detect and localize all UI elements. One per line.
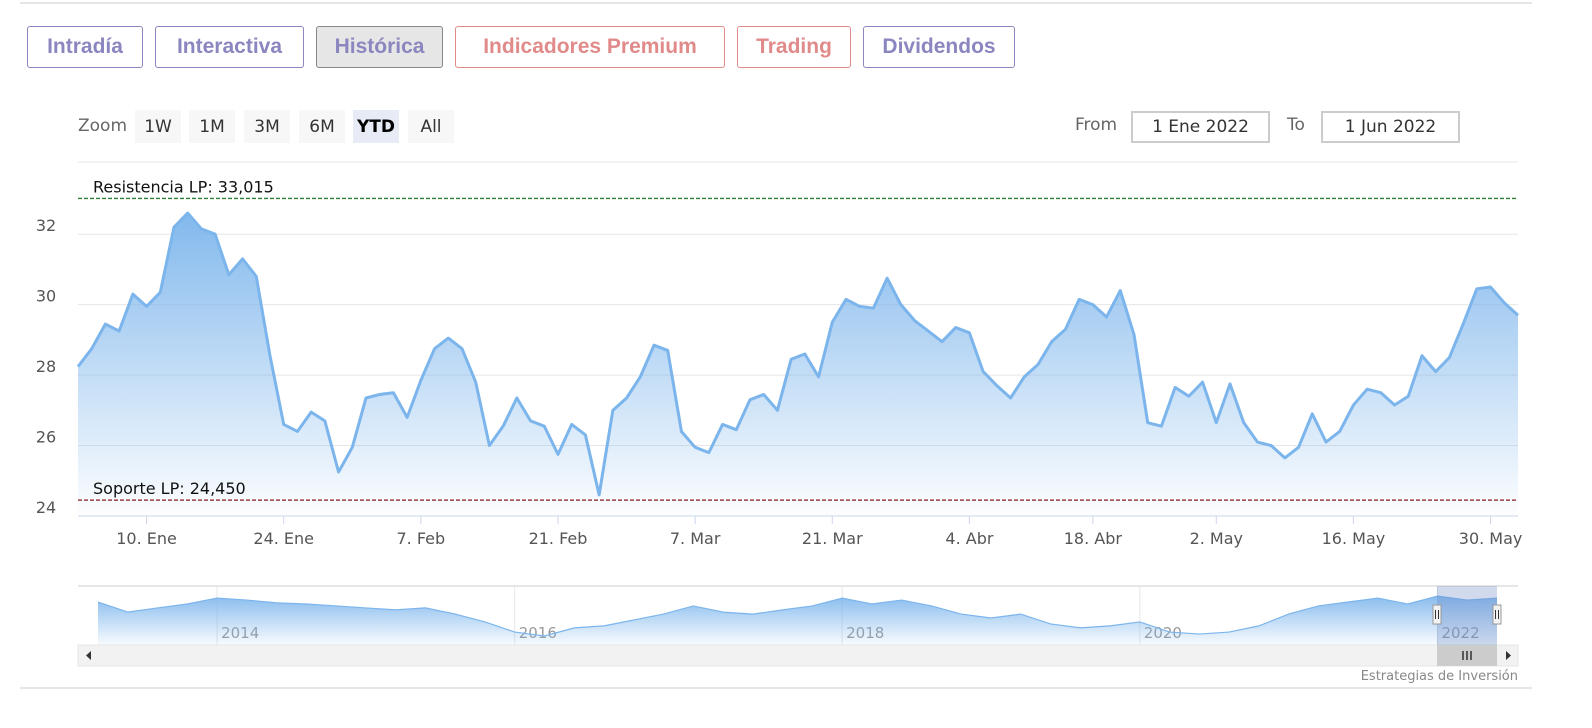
thumb-grip [1462, 651, 1472, 660]
x-tick-label: 21. Mar [802, 529, 863, 548]
y-tick-label: 26 [36, 428, 56, 447]
x-tick-label: 30. May [1459, 529, 1523, 548]
zoom-button[interactable]: 3M [244, 110, 290, 143]
scroll-left[interactable] [86, 651, 91, 660]
zoom-button[interactable]: All [408, 110, 454, 143]
plot-line-label: Soporte LP: 24,450 [93, 479, 246, 498]
y-tick-label: 28 [36, 357, 56, 376]
zoom-button[interactable]: 1W [135, 110, 181, 143]
x-tick-label: 18. Abr [1064, 529, 1123, 548]
x-tick-label: 2. May [1190, 529, 1243, 548]
tab[interactable]: Indicadores Premium [455, 26, 725, 68]
x-tick-label: 4. Abr [945, 529, 993, 548]
y-tick-label: 30 [36, 287, 56, 306]
navigator-handle[interactable] [1492, 604, 1502, 625]
tab[interactable]: Trading [737, 26, 851, 68]
to-label: To [1287, 115, 1305, 135]
tab[interactable]: Histórica [316, 26, 443, 68]
y-tick-label: 32 [36, 216, 56, 235]
to-input[interactable]: 1 Jun 2022 [1321, 111, 1460, 143]
zoom-label: Zoom [78, 116, 128, 136]
area [78, 213, 1518, 516]
x-tick-label: 16. May [1322, 529, 1386, 548]
x-tick-label: 21. Feb [529, 529, 588, 548]
y-tick-label: 24 [36, 498, 56, 517]
line [76, 211, 1520, 497]
zoom-button[interactable]: 1M [189, 110, 235, 143]
scroll-right[interactable] [1506, 651, 1511, 660]
navigator-line [97, 595, 1498, 637]
zoom-button[interactable]: YTD [353, 110, 399, 143]
scrollbar-track [77, 644, 1519, 667]
plot-line-label: Resistencia LP: 33,015 [93, 177, 274, 196]
tab[interactable]: Dividendos [863, 26, 1015, 68]
from-input[interactable]: 1 Ene 2022 [1131, 111, 1270, 143]
x-tick-label: 7. Mar [670, 529, 721, 548]
from-label: From [1075, 115, 1118, 135]
credit: Estrategias de Inversión [1361, 669, 1518, 684]
handle-grip [1495, 610, 1499, 619]
x-tick-label: 24. Ene [253, 529, 314, 548]
x-tick-label: 10. Ene [116, 529, 177, 548]
handle-grip [1435, 610, 1439, 619]
navigator-handle[interactable] [1432, 604, 1442, 625]
tab[interactable]: Interactiva [155, 26, 304, 68]
zoom-button[interactable]: 6M [299, 110, 345, 143]
navigator-selection [1437, 586, 1497, 645]
x-tick-label: 7. Feb [397, 529, 446, 548]
navigator-area [98, 596, 1497, 645]
tab[interactable]: Intradía [27, 26, 143, 68]
